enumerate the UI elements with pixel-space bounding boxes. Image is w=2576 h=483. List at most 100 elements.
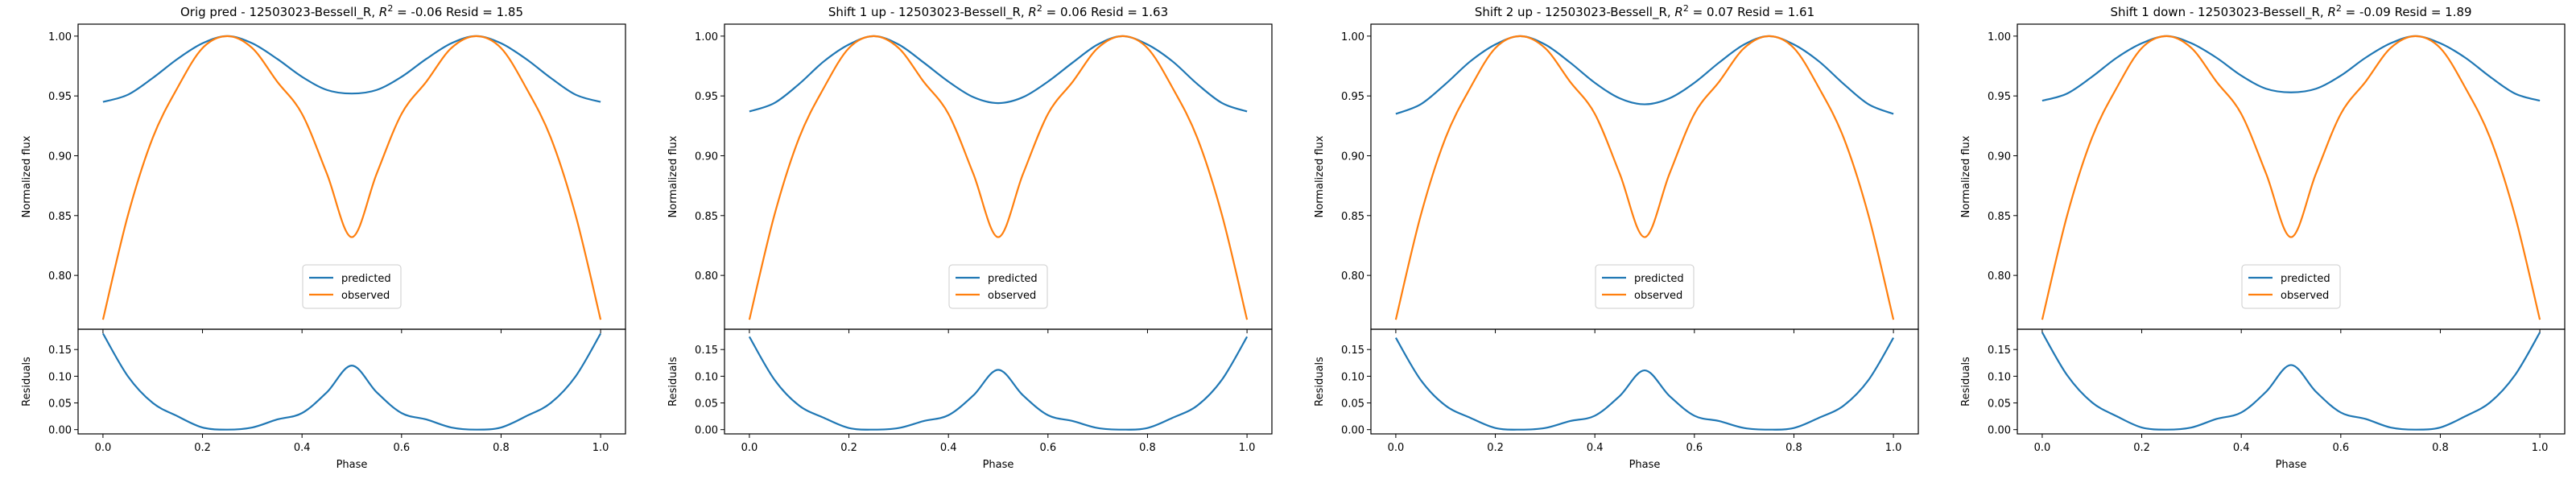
residual-y-tick-label: 0.05 [695, 398, 718, 411]
y-tick-label: 0.95 [695, 91, 718, 103]
predicted-line [2041, 35, 2541, 102]
x-axis-label: Phase [2276, 459, 2307, 471]
observed-line [2041, 35, 2541, 320]
x-tick-label: 0.8 [493, 442, 510, 454]
x-tick-label: 0.2 [1487, 442, 1504, 454]
title-resid-value: 1.61 [1788, 5, 1814, 19]
legend-box [1595, 264, 1695, 309]
title-resid-label: Resid = [2391, 5, 2445, 19]
residual-y-tick-label: 0.00 [48, 425, 72, 437]
title-r2-value: -0.09 [2359, 5, 2391, 19]
x-tick-label: 0.8 [2432, 442, 2449, 454]
title-equals: = [393, 5, 411, 19]
x-tick-label: 0.4 [940, 442, 957, 454]
plot-area [2041, 35, 2541, 320]
x-tick-label: 1.0 [2532, 442, 2549, 454]
residual-line [748, 336, 1249, 431]
chart-panel: Shift 1 down - 12503023-Bessell_R, R2 = … [1960, 3, 2566, 471]
title-resid-label: Resid = [1733, 5, 1787, 19]
title-r-symbol: R [1674, 5, 1682, 19]
y-tick-label: 0.95 [1341, 91, 1364, 103]
residual-y-tick-label: 0.15 [695, 345, 718, 357]
residual-plot-area [1394, 337, 1895, 431]
title-resid-value: 1.85 [497, 5, 523, 19]
x-tick-label: 0.6 [1039, 442, 1056, 454]
legend: predicted observed [2241, 264, 2341, 309]
y-axis-label: Normalized flux [667, 135, 679, 217]
residual-y-tick-label: 0.10 [1341, 371, 1364, 383]
y-tick-label: 0.90 [1988, 151, 2011, 163]
y-tick-label: 1.00 [1988, 31, 2011, 43]
x-tick-label: 0.2 [194, 442, 211, 454]
title-prefix: Shift 1 up - 12503023-Bessell_R, [828, 5, 1029, 20]
chart-panel: Shift 2 up - 12503023-Bessell_R, R2 = 0.… [1314, 3, 1919, 471]
x-tick-label: 0.8 [1139, 442, 1156, 454]
residual-line [1394, 337, 1895, 431]
x-axis-label: Phase [336, 459, 368, 471]
plot-area [748, 35, 1249, 320]
x-tick-label: 0.6 [1686, 442, 1703, 454]
x-tick-label: 0.2 [840, 442, 857, 454]
y-axis-label: Normalized flux [1960, 135, 1972, 217]
title-r-symbol: R [1028, 5, 1036, 19]
residual-y-tick-label: 0.05 [1341, 398, 1364, 411]
legend: predicted observed [948, 264, 1048, 309]
residual-plot-area [2041, 332, 2541, 431]
observed-line [1394, 35, 1895, 320]
observed-line [101, 35, 602, 320]
y-tick-label: 1.00 [1341, 31, 1364, 43]
title-equals: = [1042, 5, 1060, 19]
y-tick-label: 0.85 [1988, 211, 2011, 223]
title-prefix: Shift 2 up - 12503023-Bessell_R, [1475, 5, 1675, 20]
observed-legend-label: observed [2281, 290, 2329, 302]
predicted-legend-label: predicted [341, 273, 391, 285]
residual-line [2041, 332, 2541, 431]
predicted-line [749, 35, 1248, 113]
y-axis-label: Normalized flux [1314, 135, 1326, 217]
title-prefix: Shift 1 down - 12503023-Bessell_R, [2110, 5, 2327, 20]
residual-plot-area [101, 332, 602, 431]
predicted-legend-label: predicted [988, 273, 1038, 285]
title-resid-label: Resid = [442, 5, 496, 19]
residual-y-tick-label: 0.10 [695, 371, 718, 383]
residual-axes-frame [77, 328, 626, 435]
y-tick-label: 0.90 [695, 151, 718, 163]
y-tick-label: 0.80 [1988, 270, 2011, 283]
x-tick-label: 0.0 [2034, 442, 2051, 454]
residual-y-tick-label: 0.00 [695, 425, 718, 437]
x-tick-label: 0.0 [95, 442, 112, 454]
title-r-symbol: R [2327, 5, 2335, 19]
residual-y-tick-label: 0.00 [1988, 425, 2011, 437]
y-tick-label: 0.80 [48, 270, 72, 283]
chart-title: Orig pred - 12503023-Bessell_R, R2 = -0.… [180, 3, 523, 20]
legend-box [2241, 264, 2341, 309]
residual-y-tick-label: 0.00 [1341, 425, 1364, 437]
chart-panel: Shift 1 up - 12503023-Bessell_R, R2 = 0.… [667, 3, 1273, 471]
x-axis-label: Phase [983, 459, 1014, 471]
legend: predicted observed [1595, 264, 1695, 309]
title-r2-value: -0.06 [411, 5, 442, 19]
y-tick-label: 0.80 [695, 270, 718, 283]
chart-title: Shift 1 up - 12503023-Bessell_R, R2 = 0.… [828, 3, 1168, 20]
predicted-line [102, 35, 601, 103]
y-tick-label: 1.00 [48, 31, 72, 43]
y-tick-label: 0.80 [1341, 270, 1364, 283]
residual-axis-label: Residuals [21, 357, 33, 407]
title-superscript: 2 [1683, 3, 1689, 14]
x-tick-label: 1.0 [1885, 442, 1902, 454]
title-r-symbol: R [379, 5, 387, 19]
x-tick-label: 0.8 [1785, 442, 1802, 454]
chart-panel: Orig pred - 12503023-Bessell_R, R2 = -0.… [21, 3, 626, 471]
title-resid-label: Resid = [1087, 5, 1141, 19]
residual-y-tick-label: 0.05 [48, 398, 72, 411]
x-tick-label: 0.4 [1587, 442, 1604, 454]
y-tick-label: 0.85 [695, 211, 718, 223]
title-superscript: 2 [1037, 3, 1042, 14]
x-axis-label: Phase [1629, 459, 1661, 471]
chart-title: Shift 2 up - 12503023-Bessell_R, R2 = 0.… [1475, 3, 1814, 20]
chart-title: Shift 1 down - 12503023-Bessell_R, R2 = … [2110, 3, 2471, 20]
title-r2-value: 0.06 [1060, 5, 1087, 19]
y-tick-label: 0.90 [48, 151, 72, 163]
residual-line [101, 332, 602, 431]
